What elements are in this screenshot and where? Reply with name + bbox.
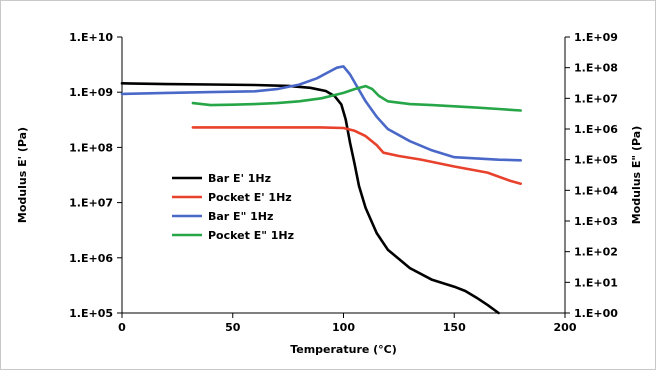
y2-tick-label: 1.E+04	[574, 184, 618, 197]
series-lines	[120, 65, 523, 315]
y-tick-label: 1.E+07	[69, 197, 113, 210]
tick-marks	[117, 36, 570, 318]
x-tick-label: 50	[225, 321, 241, 334]
y2-tick-label: 1.E+07	[574, 92, 618, 105]
series-line-bar-e-1hz	[120, 82, 500, 315]
series-line-bar-e-1hz	[120, 65, 523, 162]
y2-tick-label: 1.E+00	[574, 307, 618, 320]
x-tick-label: 150	[443, 321, 466, 334]
y2-tick-label: 1.E+08	[574, 62, 618, 75]
y-tick-label: 1.E+09	[69, 86, 113, 99]
x-tick-label: 200	[554, 321, 577, 334]
x-tick-label: 100	[332, 321, 355, 334]
legend: Bar E' 1Hz Pocket E' 1Hz Bar E" 1Hz Pocket …	[172, 172, 294, 242]
legend-label: Bar E' 1Hz	[208, 172, 271, 185]
legend-label: Pocket E" 1Hz	[208, 229, 294, 242]
axes	[121, 37, 566, 314]
y2-tick-label: 1.E+09	[574, 31, 618, 44]
y2-tick-label: 1.E+02	[574, 246, 618, 259]
legend-label: Bar E" 1Hz	[208, 210, 273, 223]
y-tick-label: 1.E+10	[69, 31, 113, 44]
y-axis-label: Modulus E' (Pa)	[16, 127, 29, 223]
x-tick-label: 0	[118, 321, 126, 334]
y2-tick-label: 1.E+03	[574, 215, 618, 228]
y2-axis-label: Modulus E" (Pa)	[630, 126, 643, 225]
legend-label: Pocket E' 1Hz	[208, 191, 292, 204]
y2-tick-label: 1.E+01	[574, 276, 618, 289]
y-tick-label: 1.E+08	[69, 141, 113, 154]
series-line-pocket-e-1hz	[191, 84, 523, 112]
y-tick-label: 1.E+06	[69, 252, 113, 265]
y2-tick-label: 1.E+05	[574, 154, 618, 167]
series-line-pocket-e-1hz	[191, 126, 523, 185]
tick-labels: 0 50 100 150 200 1.E+05 1.E+06 1.E+07 1.E+08 1.E+…	[69, 31, 618, 334]
y2-tick-label: 1.E+06	[574, 123, 618, 136]
y-tick-label: 1.E+05	[69, 307, 113, 320]
x-axis-label: Temperature (°C)	[290, 343, 397, 356]
